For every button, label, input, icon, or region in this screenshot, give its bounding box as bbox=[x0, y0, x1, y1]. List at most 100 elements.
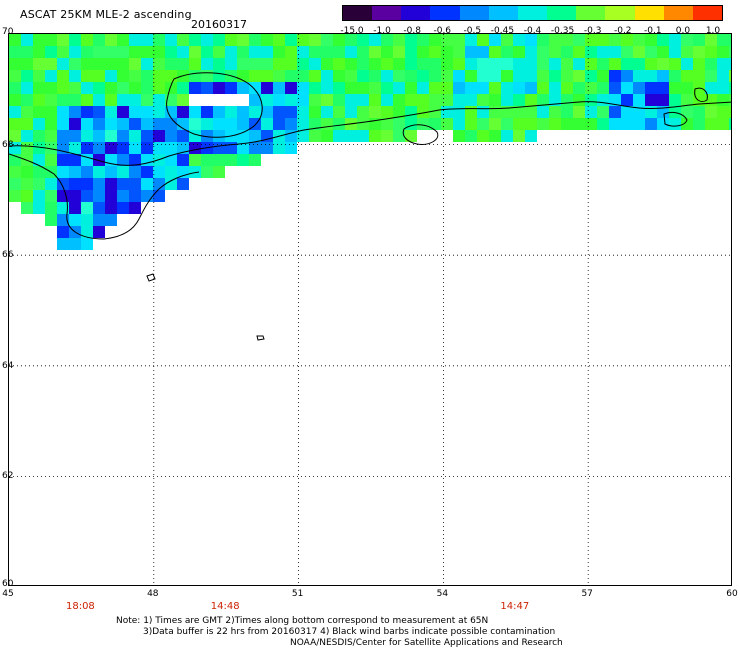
wind-data-cell bbox=[69, 238, 81, 250]
latitude-label: 68 bbox=[2, 139, 14, 150]
wind-data-cell bbox=[213, 70, 225, 82]
wind-data-cell bbox=[21, 46, 33, 58]
wind-data-cell bbox=[309, 82, 321, 94]
wind-data-cell bbox=[669, 82, 681, 94]
wind-data-cell bbox=[525, 46, 537, 58]
wind-data-cell bbox=[69, 166, 81, 178]
wind-data-cell bbox=[117, 202, 129, 214]
wind-data-cell bbox=[189, 70, 201, 82]
wind-data-cell bbox=[381, 34, 393, 46]
wind-data-cell bbox=[681, 118, 693, 130]
wind-data-cell bbox=[213, 118, 225, 130]
wind-data-cell bbox=[189, 166, 201, 178]
wind-data-cell bbox=[333, 46, 345, 58]
wind-data-cell bbox=[705, 34, 717, 46]
wind-data-cell bbox=[189, 94, 201, 106]
wind-data-cell bbox=[537, 106, 549, 118]
longitude-label: 51 bbox=[291, 589, 304, 599]
wind-data-cell bbox=[621, 82, 633, 94]
wind-data-cell bbox=[117, 118, 129, 130]
wind-data-cell bbox=[189, 106, 201, 118]
wind-data-cell bbox=[321, 106, 333, 118]
islet-1 bbox=[146, 273, 156, 282]
wind-data-cell bbox=[117, 178, 129, 190]
wind-data-cell bbox=[693, 106, 705, 118]
wind-data-cell bbox=[609, 46, 621, 58]
wind-data-cell bbox=[585, 118, 597, 130]
wind-data-cell bbox=[33, 34, 45, 46]
color-scale-tick-label: -0.6 bbox=[433, 26, 452, 36]
wind-data-cell bbox=[225, 142, 237, 154]
wind-data-cell bbox=[93, 70, 105, 82]
wind-data-cell bbox=[225, 46, 237, 58]
color-scale-tick-label: -1.0 bbox=[373, 26, 391, 36]
wind-data-cell bbox=[81, 106, 93, 118]
longitude-label: 45 bbox=[2, 589, 14, 599]
wind-data-cell bbox=[525, 94, 537, 106]
wind-data-cell bbox=[117, 46, 129, 58]
wind-data-cell bbox=[621, 70, 633, 82]
wind-data-cell bbox=[117, 94, 129, 106]
wind-data-cell bbox=[609, 58, 621, 70]
wind-data-cell bbox=[45, 94, 57, 106]
wind-data-cell bbox=[93, 202, 105, 214]
wind-data-cell bbox=[105, 58, 117, 70]
wind-data-cell bbox=[501, 82, 513, 94]
wind-data-cell bbox=[405, 58, 417, 70]
wind-data-cell bbox=[489, 94, 501, 106]
wind-data-cell bbox=[57, 166, 69, 178]
wind-data-cell bbox=[465, 34, 477, 46]
wind-data-cell bbox=[285, 130, 297, 142]
wind-data-cell bbox=[273, 70, 285, 82]
wind-data-cell bbox=[657, 46, 669, 58]
wind-data-cell bbox=[429, 58, 441, 70]
wind-data-cell bbox=[9, 34, 21, 46]
wind-data-cell bbox=[333, 106, 345, 118]
wind-data-cell bbox=[249, 94, 261, 106]
wind-data-cell bbox=[117, 142, 129, 154]
wind-data-cell bbox=[537, 94, 549, 106]
wind-data-cell bbox=[165, 130, 177, 142]
wind-data-cell bbox=[381, 118, 393, 130]
wind-data-cell bbox=[57, 226, 69, 238]
wind-data-cell bbox=[297, 130, 309, 142]
wind-data-cell bbox=[321, 82, 333, 94]
wind-data-cell bbox=[585, 82, 597, 94]
wind-data-cell bbox=[681, 94, 693, 106]
wind-data-cell bbox=[189, 46, 201, 58]
wind-data-cell bbox=[21, 142, 33, 154]
wind-data-cell bbox=[609, 82, 621, 94]
wind-data-cell bbox=[21, 34, 33, 46]
wind-data-cell bbox=[33, 94, 45, 106]
wind-data-cell bbox=[69, 178, 81, 190]
wind-data-cell bbox=[645, 70, 657, 82]
wind-data-cell bbox=[621, 46, 633, 58]
wind-data-cell bbox=[153, 82, 165, 94]
wind-data-cell bbox=[369, 58, 381, 70]
wind-data-cell bbox=[405, 82, 417, 94]
latitude-label: 60 bbox=[2, 579, 14, 589]
wind-data-cell bbox=[81, 202, 93, 214]
wind-data-cell bbox=[705, 46, 717, 58]
wind-data-cell bbox=[561, 82, 573, 94]
wind-data-cell bbox=[513, 94, 525, 106]
wind-data-cell bbox=[237, 154, 249, 166]
wind-data-cell bbox=[717, 34, 729, 46]
wind-data-cell bbox=[573, 46, 585, 58]
wind-data-cell bbox=[45, 154, 57, 166]
wind-data-cell bbox=[453, 34, 465, 46]
wind-data-cell bbox=[717, 46, 729, 58]
latitude-label: 64 bbox=[2, 360, 14, 371]
wind-data-cell bbox=[417, 94, 429, 106]
wind-data-cell bbox=[549, 106, 561, 118]
wind-data-cell bbox=[345, 130, 357, 142]
wind-data-cell bbox=[489, 106, 501, 118]
wind-data-cell bbox=[357, 82, 369, 94]
wind-data-cell bbox=[597, 106, 609, 118]
island-2 bbox=[663, 111, 688, 127]
footer-note-line1: Note: 1) Times are GMT 2)Times along bot… bbox=[116, 616, 489, 626]
wind-data-cell bbox=[69, 214, 81, 226]
wind-data-cell bbox=[249, 34, 261, 46]
wind-data-cell bbox=[105, 178, 117, 190]
wind-data-cell bbox=[537, 34, 549, 46]
